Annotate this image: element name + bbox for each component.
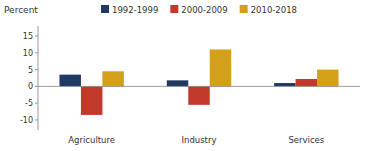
y-tick xyxy=(35,103,38,104)
legend-label: 2010-2018 xyxy=(251,5,297,15)
zero-line xyxy=(38,86,360,87)
legend-label: 1992-1999 xyxy=(112,5,158,15)
bar xyxy=(81,86,102,115)
legend-swatch xyxy=(240,5,248,13)
x-tick-label: Industry xyxy=(182,135,217,145)
y-tick-label: 5 xyxy=(28,66,33,75)
x-tick-label: Agriculture xyxy=(68,135,115,145)
y-tick xyxy=(35,119,38,120)
y-tick-label: 10 xyxy=(23,49,33,58)
y-tick-label: 15 xyxy=(23,32,33,41)
y-tick xyxy=(35,86,38,87)
legend: 1992-1999 2000-2009 2010-2018 xyxy=(101,5,297,15)
y-tick-label: -5 xyxy=(25,99,33,108)
y-axis-line xyxy=(38,26,39,130)
bar xyxy=(317,70,338,87)
chart: -10 -5 0 5 10 15 Agriculture Industry Services Pe… xyxy=(0,0,367,151)
y-tick-label: -10 xyxy=(20,116,33,125)
bar xyxy=(167,80,188,86)
bars xyxy=(59,49,338,114)
bar xyxy=(296,79,317,86)
y-tick-label: 0 xyxy=(28,82,33,91)
bar xyxy=(102,71,123,86)
bar xyxy=(59,75,80,87)
legend-swatch xyxy=(101,5,109,13)
bar xyxy=(188,86,209,104)
y-axis-label: Percent xyxy=(4,5,38,15)
y-tick xyxy=(35,36,38,37)
legend-label: 2000-2009 xyxy=(181,5,227,15)
bar xyxy=(210,49,231,86)
bar xyxy=(274,83,295,86)
legend-swatch xyxy=(170,5,178,13)
y-tick xyxy=(35,52,38,53)
y-tick xyxy=(35,69,38,70)
x-tick-label: Services xyxy=(288,135,324,145)
